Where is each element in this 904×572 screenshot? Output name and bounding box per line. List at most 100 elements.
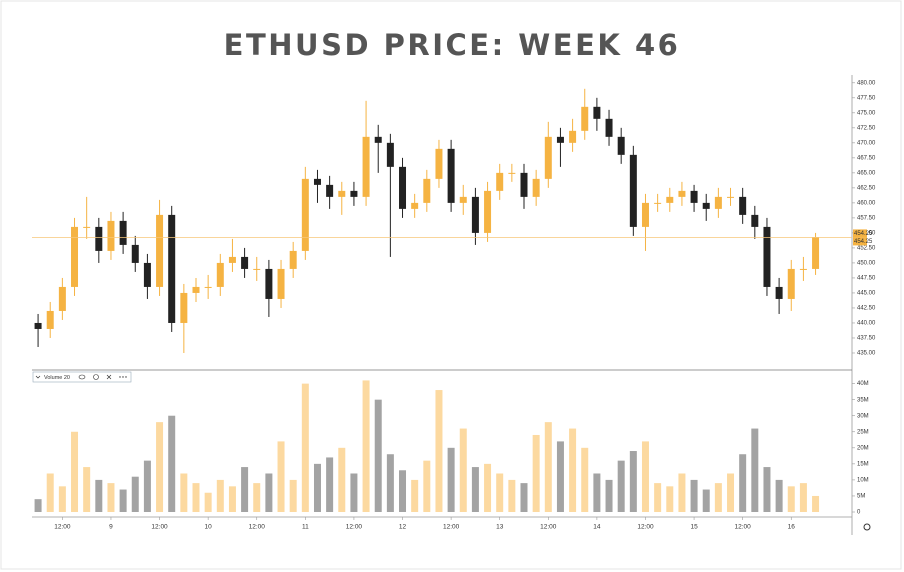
more-icon[interactable]: [119, 376, 127, 378]
candle-body: [569, 130, 577, 143]
candle-body: [508, 172, 516, 174]
candle-body: [362, 136, 370, 197]
candle-body: [775, 286, 783, 299]
volume-bar: [569, 428, 577, 512]
volume-bar: [471, 467, 479, 512]
collapse-icon[interactable]: [35, 375, 41, 379]
eye-icon[interactable]: [78, 374, 86, 380]
volume-bar: [107, 483, 115, 512]
candle-body: [739, 196, 747, 215]
volume-bar: [532, 434, 540, 512]
x-tick-label: 12: [399, 524, 407, 531]
candle-body: [107, 220, 115, 251]
candle-body: [338, 190, 346, 197]
candle-body: [411, 202, 419, 209]
volume-tick-label: 40M: [857, 381, 869, 387]
candle-body: [666, 196, 674, 203]
candle-body: [313, 178, 321, 185]
volume-bar: [83, 467, 91, 512]
candle-body: [156, 214, 164, 287]
volume-bar: [508, 479, 516, 512]
candle-body: [131, 244, 139, 263]
y-tick-label: 445.00: [857, 291, 876, 297]
x-tick-label: 9: [109, 524, 113, 531]
candle-body: [714, 196, 722, 209]
volume-bar: [605, 479, 613, 512]
candle-body: [496, 172, 504, 191]
x-tick-label: 12:00: [249, 524, 266, 531]
y-tick-label: 450.00: [857, 261, 876, 267]
candle-body: [180, 292, 188, 323]
volume-bar: [241, 467, 249, 512]
volume-bar: [678, 473, 686, 512]
candle-body: [447, 148, 455, 203]
volume-bar: [374, 399, 382, 512]
volume-bar: [484, 463, 492, 512]
price-tag-label: 454.25: [854, 231, 873, 237]
candle-body: [654, 202, 662, 204]
candle-body: [702, 202, 710, 209]
candle-body: [119, 220, 127, 245]
volume-bar: [496, 473, 504, 512]
y-tick-label: 470.00: [857, 140, 876, 146]
candle-body: [727, 196, 735, 198]
volume-bar: [350, 473, 358, 512]
x-tick-label: 15: [690, 524, 698, 531]
volume-tick-label: 30M: [857, 413, 869, 419]
y-tick-label: 480.00: [857, 80, 876, 86]
candle-body: [350, 190, 358, 197]
candle-body: [532, 178, 540, 197]
x-tick-label: 13: [496, 524, 504, 531]
volume-bar: [751, 428, 759, 512]
volume-bar: [459, 428, 467, 512]
volume-bar: [727, 473, 735, 512]
volume-bar: [617, 460, 625, 512]
price-tag-label: 454.25: [854, 239, 873, 245]
volume-bar: [399, 470, 407, 512]
y-tick-label: 447.50: [857, 276, 876, 282]
volume-bar: [799, 483, 807, 512]
candle-body: [763, 226, 771, 287]
y-tick-label: 460.00: [857, 200, 876, 206]
candle-body: [192, 286, 200, 293]
candle-body: [787, 268, 795, 299]
candle-body: [34, 322, 42, 329]
volume-tick-label: 25M: [857, 429, 869, 435]
volume-toolbar: Volume 20: [32, 371, 132, 383]
candle-body: [520, 172, 528, 197]
candle-body: [83, 226, 91, 228]
volume-bar: [763, 467, 771, 512]
volume-tick-label: 20M: [857, 445, 869, 451]
x-tick-label: 14: [593, 524, 601, 531]
close-icon[interactable]: [106, 374, 112, 380]
settings-gear[interactable]: [863, 523, 871, 531]
volume-tick-label: 5M: [857, 494, 865, 500]
candle-body: [605, 118, 613, 137]
price-tag: [853, 229, 867, 238]
volume-tick-label: 35M: [857, 397, 869, 403]
volume-bar: [654, 483, 662, 512]
x-tick-label: 12:00: [346, 524, 363, 531]
candle-body: [678, 190, 686, 197]
volume-bar: [338, 447, 346, 512]
settings-icon[interactable]: [93, 374, 99, 380]
candle-body: [593, 106, 601, 119]
volume-bar: [435, 390, 443, 512]
volume-bar: [168, 415, 176, 512]
volume-bar: [714, 483, 722, 512]
candle-body: [459, 196, 467, 203]
candle-body: [46, 310, 54, 329]
x-tick-label: 12:00: [735, 524, 752, 531]
volume-bar: [143, 460, 151, 512]
candle-body: [265, 268, 273, 299]
y-tick-label: 452.50: [857, 245, 876, 251]
volume-bar: [411, 479, 419, 512]
y-tick-label: 477.50: [857, 95, 876, 101]
volume-bar: [156, 422, 164, 512]
volume-bar: [228, 486, 236, 512]
candle-body: [143, 262, 151, 287]
volume-bar: [289, 479, 297, 512]
volume-bar: [265, 473, 273, 512]
volume-bar: [326, 457, 334, 512]
